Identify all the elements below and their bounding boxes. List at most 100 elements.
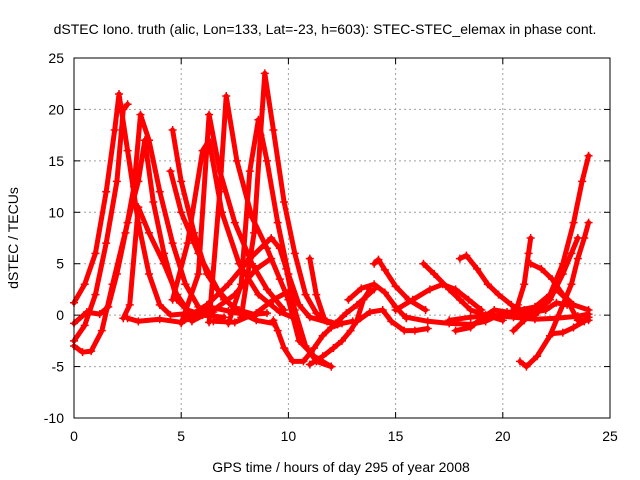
data-point — [194, 270, 203, 278]
data-point — [327, 323, 336, 332]
data-point — [145, 270, 154, 278]
data-point — [97, 326, 106, 335]
data-point — [177, 319, 186, 328]
data-point — [515, 357, 524, 366]
x-tick-label: 0 — [70, 428, 78, 444]
series-line — [178, 112, 287, 326]
series-line — [528, 261, 592, 313]
series-pass-31 — [515, 218, 593, 371]
data-point — [155, 300, 164, 309]
data-point — [115, 90, 124, 98]
data-point — [262, 156, 271, 165]
series-pass-21 — [353, 306, 432, 335]
data-point — [252, 264, 261, 273]
data-point — [136, 110, 145, 119]
y-axis-label: dSTEC / TECUs — [5, 187, 21, 289]
series-line — [307, 286, 373, 367]
series-line — [371, 257, 429, 313]
data-point — [262, 309, 271, 318]
data-point — [584, 218, 593, 227]
data-point — [87, 347, 96, 356]
data-point — [370, 259, 379, 268]
data-point — [380, 265, 389, 274]
data-point — [305, 313, 314, 322]
data-point — [104, 302, 113, 311]
data-point — [408, 295, 417, 304]
data-point — [578, 177, 587, 186]
data-point — [183, 239, 192, 248]
data-point — [166, 167, 175, 176]
data-point — [205, 110, 214, 119]
data-point — [269, 316, 278, 325]
data-point — [252, 316, 261, 325]
data-point — [181, 314, 190, 323]
plot-border — [73, 57, 611, 419]
data-point — [301, 290, 310, 299]
data-point — [295, 300, 304, 309]
data-point — [230, 218, 239, 227]
data-point — [273, 326, 282, 335]
x-tick-label: 10 — [281, 428, 297, 444]
data-point — [378, 306, 387, 314]
data-point — [430, 270, 439, 278]
y-tick-label: -5 — [52, 359, 65, 375]
data-point — [267, 234, 276, 242]
data-point — [282, 264, 291, 273]
data-point — [573, 254, 582, 263]
data-point — [509, 326, 518, 335]
data-point — [262, 244, 271, 253]
data-point — [280, 306, 289, 314]
data-point — [112, 270, 121, 278]
data-point — [187, 317, 196, 326]
data-point — [168, 239, 177, 248]
data-point — [451, 326, 460, 335]
data-point — [357, 284, 366, 293]
data-point — [155, 315, 164, 324]
data-point — [462, 251, 471, 260]
data-point — [524, 249, 533, 258]
data-point — [569, 218, 578, 227]
data-point — [123, 314, 132, 323]
data-point — [552, 298, 561, 307]
x-tick-label: 15 — [388, 428, 404, 444]
data-point — [82, 308, 91, 317]
data-point — [305, 360, 314, 369]
data-point — [537, 300, 546, 309]
data-point — [95, 310, 104, 319]
data-point — [400, 326, 409, 335]
data-point — [275, 244, 284, 253]
data-point — [342, 309, 351, 318]
y-tick-label: 10 — [48, 204, 64, 220]
y-tick-label: 0 — [56, 307, 64, 323]
data-point — [209, 317, 218, 326]
series-pass-36 — [548, 313, 593, 338]
data-point — [168, 126, 177, 134]
data-point — [102, 187, 111, 196]
series-pass-35 — [526, 259, 593, 314]
data-point — [567, 280, 576, 289]
data-point — [344, 295, 353, 304]
data-point — [338, 336, 346, 345]
series-pass-15 — [187, 254, 276, 326]
data-point — [488, 311, 497, 320]
data-point — [573, 234, 582, 242]
series-pass-3 — [70, 100, 132, 345]
data-point — [91, 249, 100, 258]
data-point — [202, 300, 211, 309]
data-point — [370, 280, 379, 289]
data-point — [130, 182, 139, 191]
y-tick-label: 15 — [48, 153, 64, 169]
data-point — [275, 275, 284, 284]
data-point — [267, 254, 276, 263]
data-point — [445, 285, 454, 294]
chart-title: dSTEC Iono. truth (alic, Lon=133, Lat=-2… — [54, 21, 597, 37]
data-point — [245, 167, 254, 176]
data-point — [301, 342, 310, 350]
data-point — [121, 228, 130, 237]
x-tick-label: 5 — [177, 428, 185, 444]
data-point — [232, 156, 241, 165]
data-point — [290, 306, 299, 314]
data-point — [275, 308, 284, 317]
data-point — [269, 295, 278, 304]
data-point — [254, 290, 263, 299]
